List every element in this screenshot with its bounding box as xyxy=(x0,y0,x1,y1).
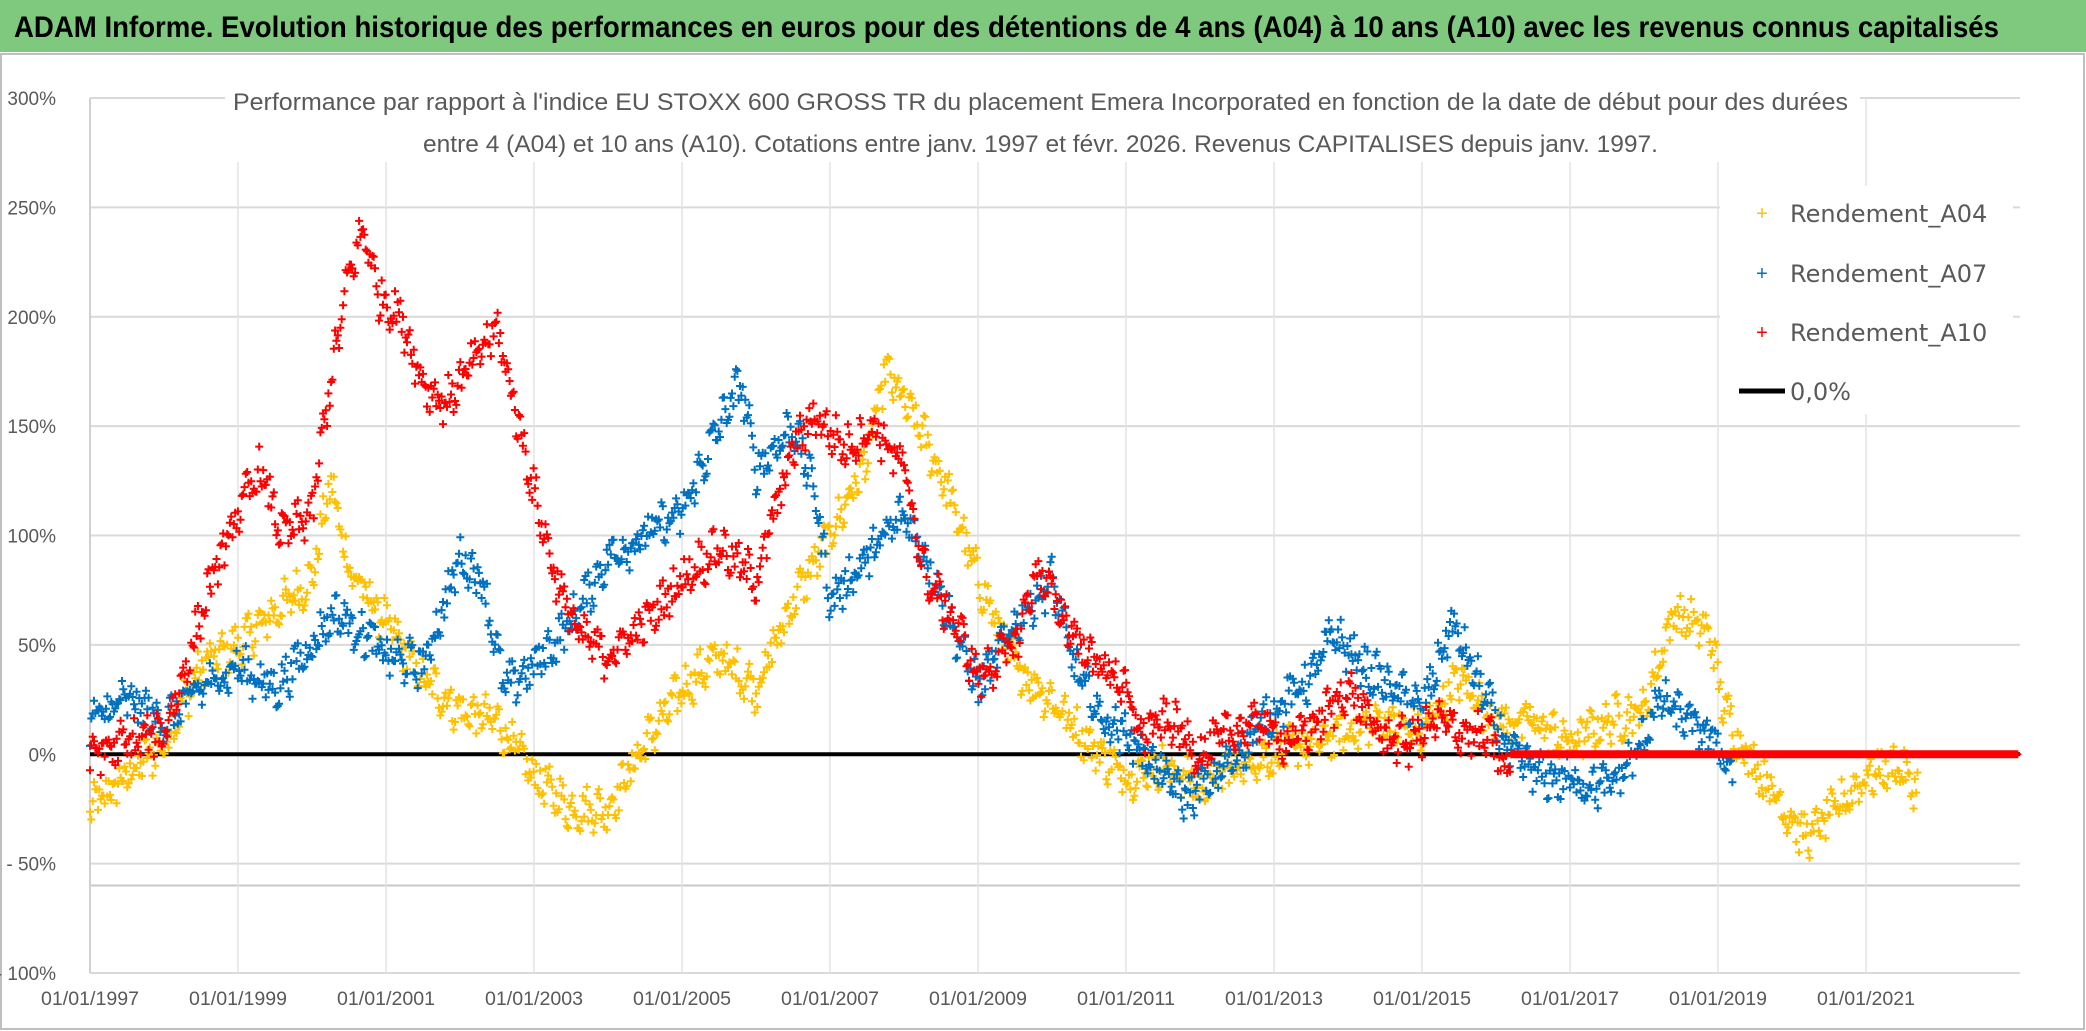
x-tick-label: 01/01/2015 xyxy=(1373,989,1471,1010)
y-tick-label: 300% xyxy=(7,89,56,110)
chart-title-line-1: Performance par rapport à l'indice EU ST… xyxy=(233,89,1848,116)
chart-title-line-2: entre 4 (A04) et 10 ans (A10). Cotations… xyxy=(423,131,1658,158)
x-tick-label: 01/01/2021 xyxy=(1817,989,1915,1010)
y-tick-label: 0% xyxy=(29,745,57,766)
point-marks-rendement_a10 xyxy=(86,216,2022,779)
series-rendement_a04 xyxy=(86,352,1922,862)
legend-label-zero: 0,0% xyxy=(1790,378,1851,406)
chart-frame xyxy=(0,53,2085,1030)
y-tick-label: 50% xyxy=(18,636,56,657)
header-title: ADAM Informe. Evolution historique des p… xyxy=(14,11,1999,44)
x-tick-label: 01/01/2013 xyxy=(1225,989,1323,1010)
x-tick-label: 01/01/2003 xyxy=(485,989,583,1010)
y-tick-label: 100% xyxy=(7,527,56,548)
x-tick-label: 01/01/1999 xyxy=(189,989,287,1010)
x-tick-label: 01/01/2005 xyxy=(633,989,731,1010)
series-rendement_a10 xyxy=(86,216,2022,779)
legend-marker-a04: + xyxy=(1756,203,1768,225)
title-backdrop xyxy=(225,80,1860,162)
legend-label-a07: Rendement_A07 xyxy=(1790,260,1987,288)
point-marks-rendement_a04 xyxy=(86,352,1922,862)
x-tick-label: 01/01/2001 xyxy=(337,989,435,1010)
header-bar xyxy=(0,0,2086,52)
legend-label-a04: Rendement_A04 xyxy=(1790,200,1987,228)
x-tick-label: 01/01/2007 xyxy=(781,989,879,1010)
legend: + Rendement_A04 + Rendement_A07 + Rendem… xyxy=(1720,186,2013,414)
x-tick-label: 01/01/1997 xyxy=(41,989,139,1010)
x-axis-labels: 01/01/1997 01/01/1999 01/01/2001 01/01/2003… xyxy=(41,989,1915,1010)
y-tick-label: - 50% xyxy=(6,855,56,876)
y-tick-label: - 100% xyxy=(0,964,56,985)
x-tick-label: 01/01/2017 xyxy=(1521,989,1619,1010)
legend-label-a10: Rendement_A10 xyxy=(1790,319,1987,347)
y-tick-label: 200% xyxy=(7,308,56,329)
y-tick-label: 150% xyxy=(7,417,56,438)
legend-marker-a10: + xyxy=(1756,322,1768,344)
data-points xyxy=(86,216,2022,862)
y-tick-label: 250% xyxy=(7,198,56,219)
x-tick-label: 01/01/2009 xyxy=(929,989,1027,1010)
y-axis-labels: 300% 250% 200% 150% 100% 50% 0% - 50% - 100% xyxy=(0,89,56,985)
x-tick-label: 01/01/2011 xyxy=(1077,989,1175,1010)
legend-marker-a07: + xyxy=(1756,263,1768,285)
x-tick-label: 01/01/2019 xyxy=(1669,989,1767,1010)
